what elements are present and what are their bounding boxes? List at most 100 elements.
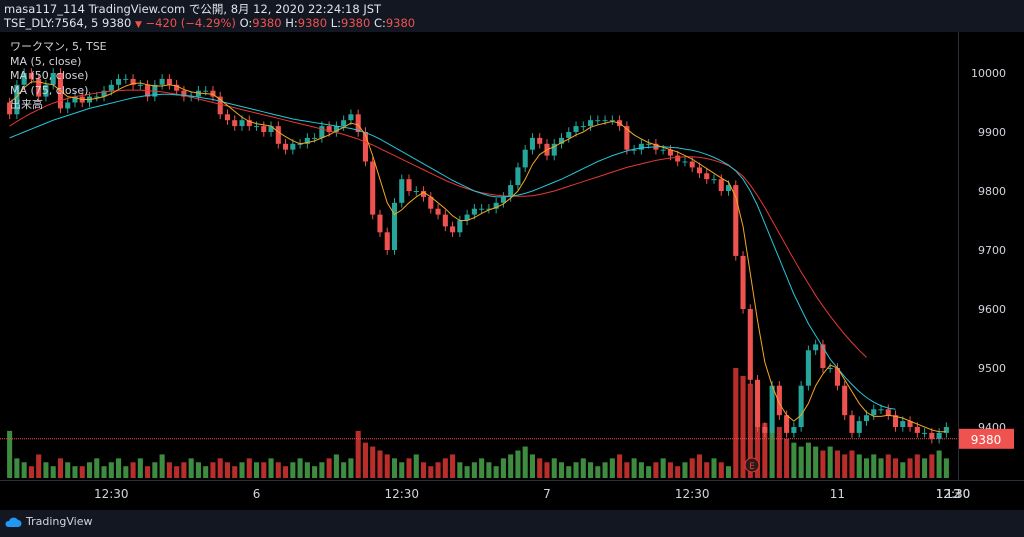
volume-bar [558, 462, 565, 478]
candle-body [450, 226, 456, 233]
candle-body [253, 126, 260, 128]
candle-body [696, 167, 703, 174]
legend-ma50: MA (50, close) [10, 69, 89, 82]
close-label: C: [373, 16, 386, 30]
volume-bar [57, 458, 64, 478]
volume-bar [609, 458, 615, 478]
candle-body [428, 196, 434, 209]
volume-bar [65, 462, 71, 478]
candle-body [842, 385, 848, 416]
candle-body [232, 120, 238, 127]
candle-body [21, 73, 27, 85]
candle-body [660, 149, 666, 151]
candle-body [261, 126, 267, 132]
volume-bar [805, 442, 811, 478]
candle-body [711, 179, 717, 181]
candle-body [362, 132, 368, 162]
volume-bar [907, 458, 913, 478]
earnings-icon-letter: E [749, 462, 755, 472]
candle-body [181, 90, 187, 97]
candle-body [566, 132, 572, 138]
volume-bar [159, 454, 165, 478]
symbol-label: TSE_DLY:7564, 5 [4, 16, 99, 30]
volume-bar [602, 462, 608, 478]
volume-bar [406, 458, 412, 478]
candle-body [580, 126, 586, 128]
candle-body [718, 179, 724, 191]
candle-body [827, 368, 833, 369]
volume-bar [217, 458, 223, 478]
candle-body [609, 120, 615, 122]
candle-body [704, 173, 710, 180]
volume-bar [326, 458, 332, 478]
volume-bar [660, 458, 666, 478]
candle-body [239, 120, 245, 127]
volume-bar [638, 462, 644, 478]
tradingview-logo[interactable]: TradingView [4, 515, 92, 528]
volume-bar [922, 458, 928, 478]
candle-body [486, 208, 492, 210]
y-tick-label: 9900 [978, 126, 1006, 139]
candle-body [878, 409, 884, 411]
volume-bar [7, 430, 13, 478]
candle-body [936, 432, 942, 439]
candle-body [399, 179, 405, 203]
candle-body [522, 149, 528, 168]
volume-bar [108, 462, 114, 478]
volume-bar [413, 454, 419, 478]
candle-body [733, 185, 739, 256]
candle-body [900, 421, 906, 427]
volume-bar [776, 426, 782, 478]
candle-body [268, 126, 274, 132]
candle-body [798, 385, 804, 427]
ma5-line [9, 81, 947, 433]
publish-info: masa117_114 TradingView.com で公開, 8月 12, … [4, 2, 382, 16]
candle-body [769, 385, 775, 433]
volume-bar [508, 454, 514, 478]
candle-body [101, 90, 107, 97]
volume-bar [137, 458, 143, 478]
candle-body [624, 126, 630, 150]
volume-bar [733, 368, 739, 478]
volume-bar [529, 454, 536, 478]
volume-bar [370, 446, 376, 478]
candle-body [500, 196, 506, 203]
volume-bar [486, 462, 492, 478]
candle-body [275, 126, 281, 144]
candle-body [391, 202, 398, 250]
candle-body [28, 73, 34, 79]
candle-body [377, 214, 383, 233]
ohlc-line: TSE_DLY:7564, 5 9380 ▼ −420 (−4.29%) O:9… [4, 16, 415, 30]
volume-bar [544, 462, 550, 478]
candle-body [871, 409, 877, 416]
candle-body [435, 208, 441, 215]
volume-bar [595, 466, 601, 478]
volume-bar [181, 462, 187, 478]
y-tick-label: 9800 [978, 185, 1006, 198]
low-label: L: [330, 16, 341, 30]
volume-bar [174, 466, 180, 478]
candle-body [355, 114, 361, 132]
volume-bar [268, 458, 274, 478]
high-label: H: [285, 16, 298, 30]
candle-body [36, 78, 42, 97]
volume-bar [631, 458, 637, 478]
volume-bar [79, 466, 85, 478]
candle-body [283, 143, 289, 150]
volume-bar [312, 466, 318, 478]
candle-body [210, 90, 216, 97]
candle-body [406, 179, 412, 191]
candle-body [65, 102, 71, 109]
volume-bar [101, 466, 107, 478]
volume-bar [224, 462, 231, 478]
candle-body [740, 255, 746, 309]
volume-bar [428, 466, 434, 478]
volume-bar [936, 450, 942, 478]
volume-bar [116, 458, 122, 478]
candle-body [885, 409, 891, 416]
candle-body [551, 143, 557, 156]
x-tick-label: 11 [830, 487, 845, 501]
candle-body [689, 161, 695, 168]
